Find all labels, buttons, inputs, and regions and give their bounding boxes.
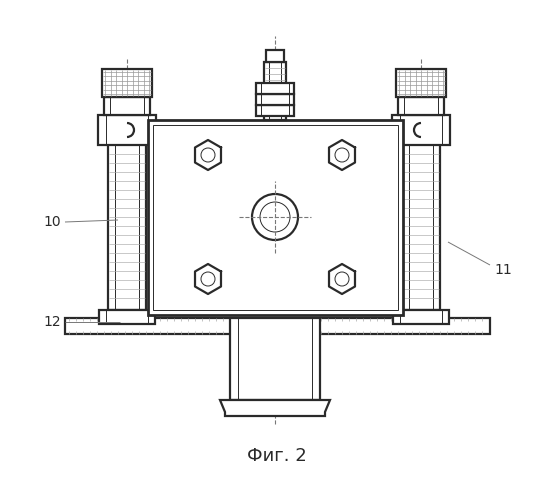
Bar bbox=[256, 94, 294, 105]
Bar bbox=[230, 318, 320, 400]
Circle shape bbox=[252, 194, 298, 240]
Polygon shape bbox=[195, 264, 221, 294]
Text: 12: 12 bbox=[43, 315, 61, 329]
Text: 10: 10 bbox=[43, 215, 61, 229]
Circle shape bbox=[201, 148, 215, 162]
Bar bbox=[153, 125, 398, 310]
Bar bbox=[402, 140, 440, 310]
Bar bbox=[102, 69, 152, 97]
Bar bbox=[264, 62, 286, 120]
Polygon shape bbox=[329, 264, 355, 294]
Bar bbox=[104, 97, 150, 115]
Bar bbox=[396, 69, 446, 97]
Bar bbox=[99, 310, 155, 324]
Polygon shape bbox=[220, 400, 330, 416]
Bar bbox=[256, 83, 294, 94]
Circle shape bbox=[195, 137, 355, 297]
Bar bbox=[256, 105, 294, 116]
Bar bbox=[266, 50, 284, 62]
Bar bbox=[65, 318, 490, 334]
Circle shape bbox=[335, 148, 349, 162]
Circle shape bbox=[260, 202, 290, 232]
Bar bbox=[98, 115, 156, 145]
Polygon shape bbox=[329, 140, 355, 170]
Bar bbox=[108, 140, 146, 310]
Bar bbox=[392, 115, 450, 145]
Text: Фиг. 2: Фиг. 2 bbox=[247, 447, 307, 465]
Circle shape bbox=[201, 272, 215, 286]
Text: 11: 11 bbox=[494, 263, 512, 277]
Polygon shape bbox=[195, 140, 221, 170]
Bar bbox=[102, 69, 152, 97]
Bar bbox=[398, 97, 444, 115]
Bar bbox=[148, 120, 403, 315]
Bar bbox=[393, 310, 449, 324]
Circle shape bbox=[335, 272, 349, 286]
